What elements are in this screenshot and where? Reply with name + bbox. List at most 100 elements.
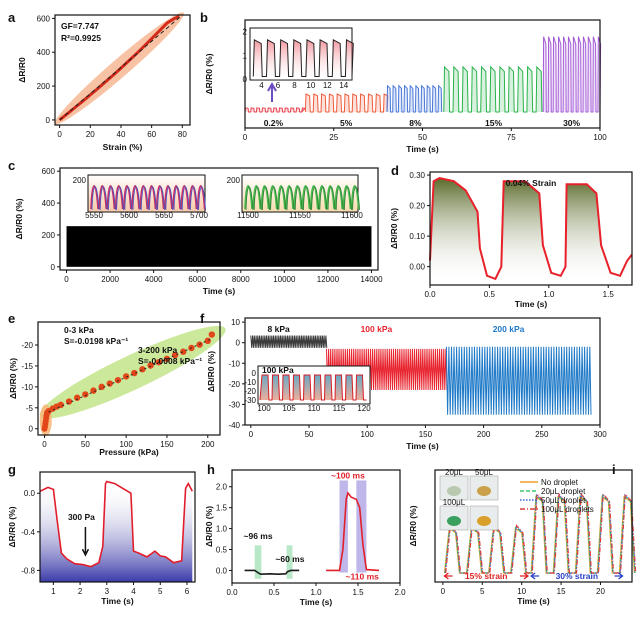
plot-frame — [244, 317, 601, 426]
plot-frame — [54, 14, 191, 126]
area-fill — [40, 481, 193, 582]
y-tick-label: -5 — [26, 404, 34, 413]
data-series-line — [326, 491, 380, 572]
x-tick-label: 0 — [441, 587, 446, 596]
strain-region-label: 15% strain — [465, 571, 508, 581]
y-tick-label: 0.5 — [216, 546, 228, 555]
panel-letter: a — [8, 10, 16, 25]
y-tick-label: 400 — [37, 48, 51, 57]
droplet-label: 50μL — [475, 468, 494, 477]
plot-frame — [39, 471, 196, 583]
plot-frame — [59, 167, 379, 271]
y-axis-label: ΔR/R0 (%) — [204, 506, 214, 547]
y-axis-label: ΔR/R0 — [17, 57, 27, 83]
legend-entry: 20μL droplet — [541, 487, 586, 496]
legend-entry: 100μL droplets — [541, 505, 594, 514]
x-tick-label: 1.0 — [310, 588, 322, 597]
x-tick-label: 100 — [593, 133, 607, 142]
x-axis-label: Time (s) — [406, 441, 439, 451]
inset-y-tick: -10 — [244, 378, 256, 387]
x-axis-label: Pressure (kPa) — [99, 447, 159, 457]
plot-frame — [429, 171, 633, 286]
inset-y-tick: 1 — [243, 51, 248, 60]
x-tick-label: 8000 — [232, 275, 250, 284]
data-point — [106, 380, 114, 387]
x-axis-label: Time (s) — [406, 144, 439, 154]
x-tick-label: 14000 — [360, 275, 383, 284]
y-tick-label: 200 — [42, 231, 56, 240]
inset-x-tick: 4 — [259, 81, 264, 90]
gf-annotation: GF=7.747 — [61, 21, 99, 31]
data-point — [147, 362, 154, 369]
segment-line — [445, 346, 592, 415]
x-axis-label: Time (s) — [203, 286, 236, 296]
segment-label: 30% — [563, 118, 580, 128]
slope-annotation: S=-0.0198 kPa⁻¹ — [64, 336, 128, 346]
x-tick-label: 20 — [86, 130, 95, 139]
x-axis-label: Time (s) — [517, 596, 550, 606]
inset-x-tick: 105 — [282, 404, 296, 413]
time-annotation: ~60 ms — [275, 554, 304, 564]
y-tick-label: 0.0 — [24, 489, 36, 498]
data-point — [57, 401, 65, 409]
x-tick-label: 15 — [557, 587, 566, 596]
x-axis-label: Time (s) — [515, 299, 548, 309]
x-axis-label: Time (s) — [101, 596, 134, 606]
x-tick-label: 50 — [81, 440, 90, 449]
y-tick-label: -0.8 — [21, 566, 35, 575]
data-point — [122, 373, 130, 380]
y-axis-label: ΔR/R0 (%) — [8, 358, 18, 399]
area-fill — [430, 178, 632, 285]
arrow-icon — [81, 527, 90, 557]
segment-fill — [245, 107, 305, 112]
inset-wave — [90, 185, 206, 210]
y-tick-label: 600 — [42, 167, 56, 176]
segment-label: 100 kPa — [361, 324, 393, 334]
panel-letter: e — [8, 311, 15, 326]
data-series-line — [58, 15, 180, 122]
inset-x-tick: 5650 — [155, 211, 173, 220]
segment-label: 8% — [409, 118, 422, 128]
x-tick-label: 12000 — [317, 275, 340, 284]
segment-line — [443, 65, 543, 113]
inset-x-tick: 120 — [357, 404, 371, 413]
data-point — [204, 337, 211, 345]
y-tick-label: 10 — [231, 318, 240, 327]
x-tick-label: 3 — [105, 587, 110, 596]
inset-x-tick: 11500 — [237, 211, 259, 220]
highlight-band — [254, 545, 262, 579]
highlight-band — [286, 545, 293, 579]
pressure-annotation: 300 Pa — [68, 512, 95, 522]
y-tick-label: -10 — [228, 359, 240, 368]
time-annotation: ~100 ms — [331, 470, 365, 480]
inset-x-tick: 5700 — [190, 211, 208, 220]
y-tick-label: -20 — [21, 341, 33, 350]
inset-x-tick: 115 — [333, 404, 346, 413]
y-tick-label: -20 — [228, 380, 240, 389]
data-series-line — [429, 177, 633, 281]
droplet-image — [447, 486, 461, 496]
droplet-series-line — [444, 494, 636, 574]
droplet-label: 20μL — [445, 468, 464, 477]
x-tick-label: 0 — [57, 130, 62, 139]
inset-x-tick: 100 — [257, 404, 271, 413]
range-annotation: 0-3 kPa — [64, 325, 94, 335]
data-point — [73, 394, 81, 401]
y-tick-label: 0.20 — [409, 202, 425, 211]
x-tick-label: 1.5 — [603, 290, 615, 299]
y-tick-label: 1.5 — [216, 504, 228, 513]
panel-letter: g — [8, 462, 16, 477]
segment-label: 8 kPa — [268, 324, 290, 334]
x-tick-label: 10000 — [273, 275, 296, 284]
data-point — [82, 391, 89, 398]
strain-annotation: 0.04% Strain — [506, 178, 557, 188]
y-tick-label: 600 — [37, 14, 51, 23]
x-tick-label: 1 — [51, 587, 56, 596]
arrow-icon — [267, 81, 277, 102]
inset-x-tick: 11550 — [289, 211, 311, 220]
x-tick-label: 50 — [418, 133, 427, 142]
y-tick-label: -30 — [228, 400, 240, 409]
plot-frame — [434, 469, 633, 583]
plot-frame — [37, 321, 221, 436]
